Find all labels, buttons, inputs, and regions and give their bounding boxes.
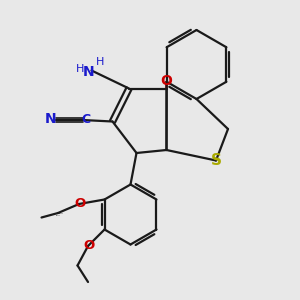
Text: methyl: methyl (56, 214, 61, 216)
Text: O: O (160, 74, 172, 88)
Text: H: H (96, 57, 105, 67)
Text: H: H (76, 64, 84, 74)
Text: S: S (211, 153, 222, 168)
Text: N: N (45, 112, 57, 126)
Text: O: O (74, 196, 85, 210)
Text: C: C (82, 112, 91, 126)
Text: methyl: methyl (58, 212, 64, 214)
Text: N: N (83, 65, 94, 79)
Text: O: O (83, 239, 94, 252)
